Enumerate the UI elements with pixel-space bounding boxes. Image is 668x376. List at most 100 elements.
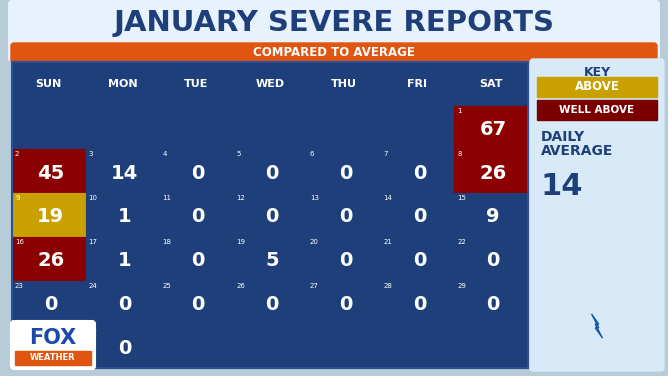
Text: 0: 0 xyxy=(44,295,57,314)
Bar xyxy=(15,351,91,365)
Bar xyxy=(160,193,233,237)
Text: 0: 0 xyxy=(413,251,426,270)
Bar xyxy=(160,280,233,324)
FancyBboxPatch shape xyxy=(530,59,664,371)
Text: 1: 1 xyxy=(118,208,132,226)
Text: 4: 4 xyxy=(162,152,167,158)
Text: 9: 9 xyxy=(15,195,19,201)
Bar xyxy=(381,237,454,280)
Text: 23: 23 xyxy=(15,283,24,288)
Bar xyxy=(12,62,528,368)
Bar xyxy=(12,62,86,106)
Bar xyxy=(454,62,528,106)
Bar xyxy=(86,237,160,280)
Bar xyxy=(233,237,307,280)
Bar xyxy=(307,237,381,280)
Bar xyxy=(381,193,454,237)
Text: DAILY: DAILY xyxy=(541,130,585,144)
Bar xyxy=(233,149,307,193)
Bar xyxy=(454,280,528,324)
FancyBboxPatch shape xyxy=(11,321,95,369)
Text: SUN: SUN xyxy=(35,79,62,89)
Bar xyxy=(12,193,86,237)
Text: 5: 5 xyxy=(265,251,279,270)
Text: ABOVE: ABOVE xyxy=(574,80,619,94)
Text: 45: 45 xyxy=(37,164,65,183)
Bar xyxy=(160,324,233,368)
Text: 12: 12 xyxy=(236,195,245,201)
Bar xyxy=(381,280,454,324)
Bar xyxy=(537,77,657,97)
Text: 26: 26 xyxy=(37,251,65,270)
Bar xyxy=(381,106,454,149)
Bar xyxy=(160,106,233,149)
Text: 0: 0 xyxy=(339,208,353,226)
Text: 8: 8 xyxy=(458,152,462,158)
Text: 11: 11 xyxy=(162,195,172,201)
Text: 0: 0 xyxy=(192,164,205,183)
Bar xyxy=(454,193,528,237)
Bar xyxy=(12,149,86,193)
Text: 30: 30 xyxy=(15,326,24,332)
Text: 18: 18 xyxy=(162,239,172,245)
Text: 20: 20 xyxy=(310,239,319,245)
Bar xyxy=(12,324,86,368)
Bar xyxy=(12,106,86,149)
Text: WELL ABOVE: WELL ABOVE xyxy=(559,105,635,115)
Bar xyxy=(307,106,381,149)
Text: 0: 0 xyxy=(486,295,500,314)
Text: 15: 15 xyxy=(458,195,466,201)
Text: 0: 0 xyxy=(118,339,131,358)
Bar xyxy=(233,106,307,149)
Text: 14: 14 xyxy=(111,164,138,183)
Text: 0: 0 xyxy=(413,295,426,314)
Bar xyxy=(12,280,86,324)
FancyBboxPatch shape xyxy=(11,43,657,63)
Bar xyxy=(381,62,454,106)
Bar xyxy=(233,62,307,106)
Bar xyxy=(454,149,528,193)
Text: 16: 16 xyxy=(15,239,24,245)
Text: 0: 0 xyxy=(413,164,426,183)
Text: KEY: KEY xyxy=(583,67,611,79)
Text: 0: 0 xyxy=(265,295,279,314)
Bar xyxy=(307,149,381,193)
Text: 19: 19 xyxy=(37,208,64,226)
Text: 13: 13 xyxy=(310,195,319,201)
Bar xyxy=(381,324,454,368)
Text: 26: 26 xyxy=(480,164,507,183)
Bar xyxy=(233,324,307,368)
Text: 26: 26 xyxy=(236,283,245,288)
Text: 10: 10 xyxy=(89,195,98,201)
Bar xyxy=(86,149,160,193)
Text: 28: 28 xyxy=(383,283,392,288)
Text: AVERAGE: AVERAGE xyxy=(541,144,613,158)
Polygon shape xyxy=(591,314,603,338)
Bar xyxy=(12,237,86,280)
Bar xyxy=(233,193,307,237)
Bar xyxy=(307,280,381,324)
Text: 29: 29 xyxy=(458,283,466,288)
Text: 17: 17 xyxy=(89,239,98,245)
Text: TUE: TUE xyxy=(184,79,208,89)
Text: 0: 0 xyxy=(118,295,131,314)
Bar xyxy=(307,193,381,237)
FancyBboxPatch shape xyxy=(8,0,660,62)
Text: 0: 0 xyxy=(486,251,500,270)
Bar xyxy=(160,62,233,106)
Bar xyxy=(86,324,160,368)
Bar xyxy=(454,106,528,149)
Text: 14: 14 xyxy=(383,195,392,201)
Text: 9: 9 xyxy=(486,208,500,226)
Text: 24: 24 xyxy=(89,283,98,288)
Bar xyxy=(86,280,160,324)
Bar xyxy=(454,237,528,280)
Text: 0: 0 xyxy=(44,339,57,358)
Bar xyxy=(86,106,160,149)
Text: WED: WED xyxy=(255,79,285,89)
Text: 6: 6 xyxy=(310,152,315,158)
Bar xyxy=(86,62,160,106)
Text: 0: 0 xyxy=(339,164,353,183)
Text: 2: 2 xyxy=(15,152,19,158)
Text: 5: 5 xyxy=(236,152,240,158)
